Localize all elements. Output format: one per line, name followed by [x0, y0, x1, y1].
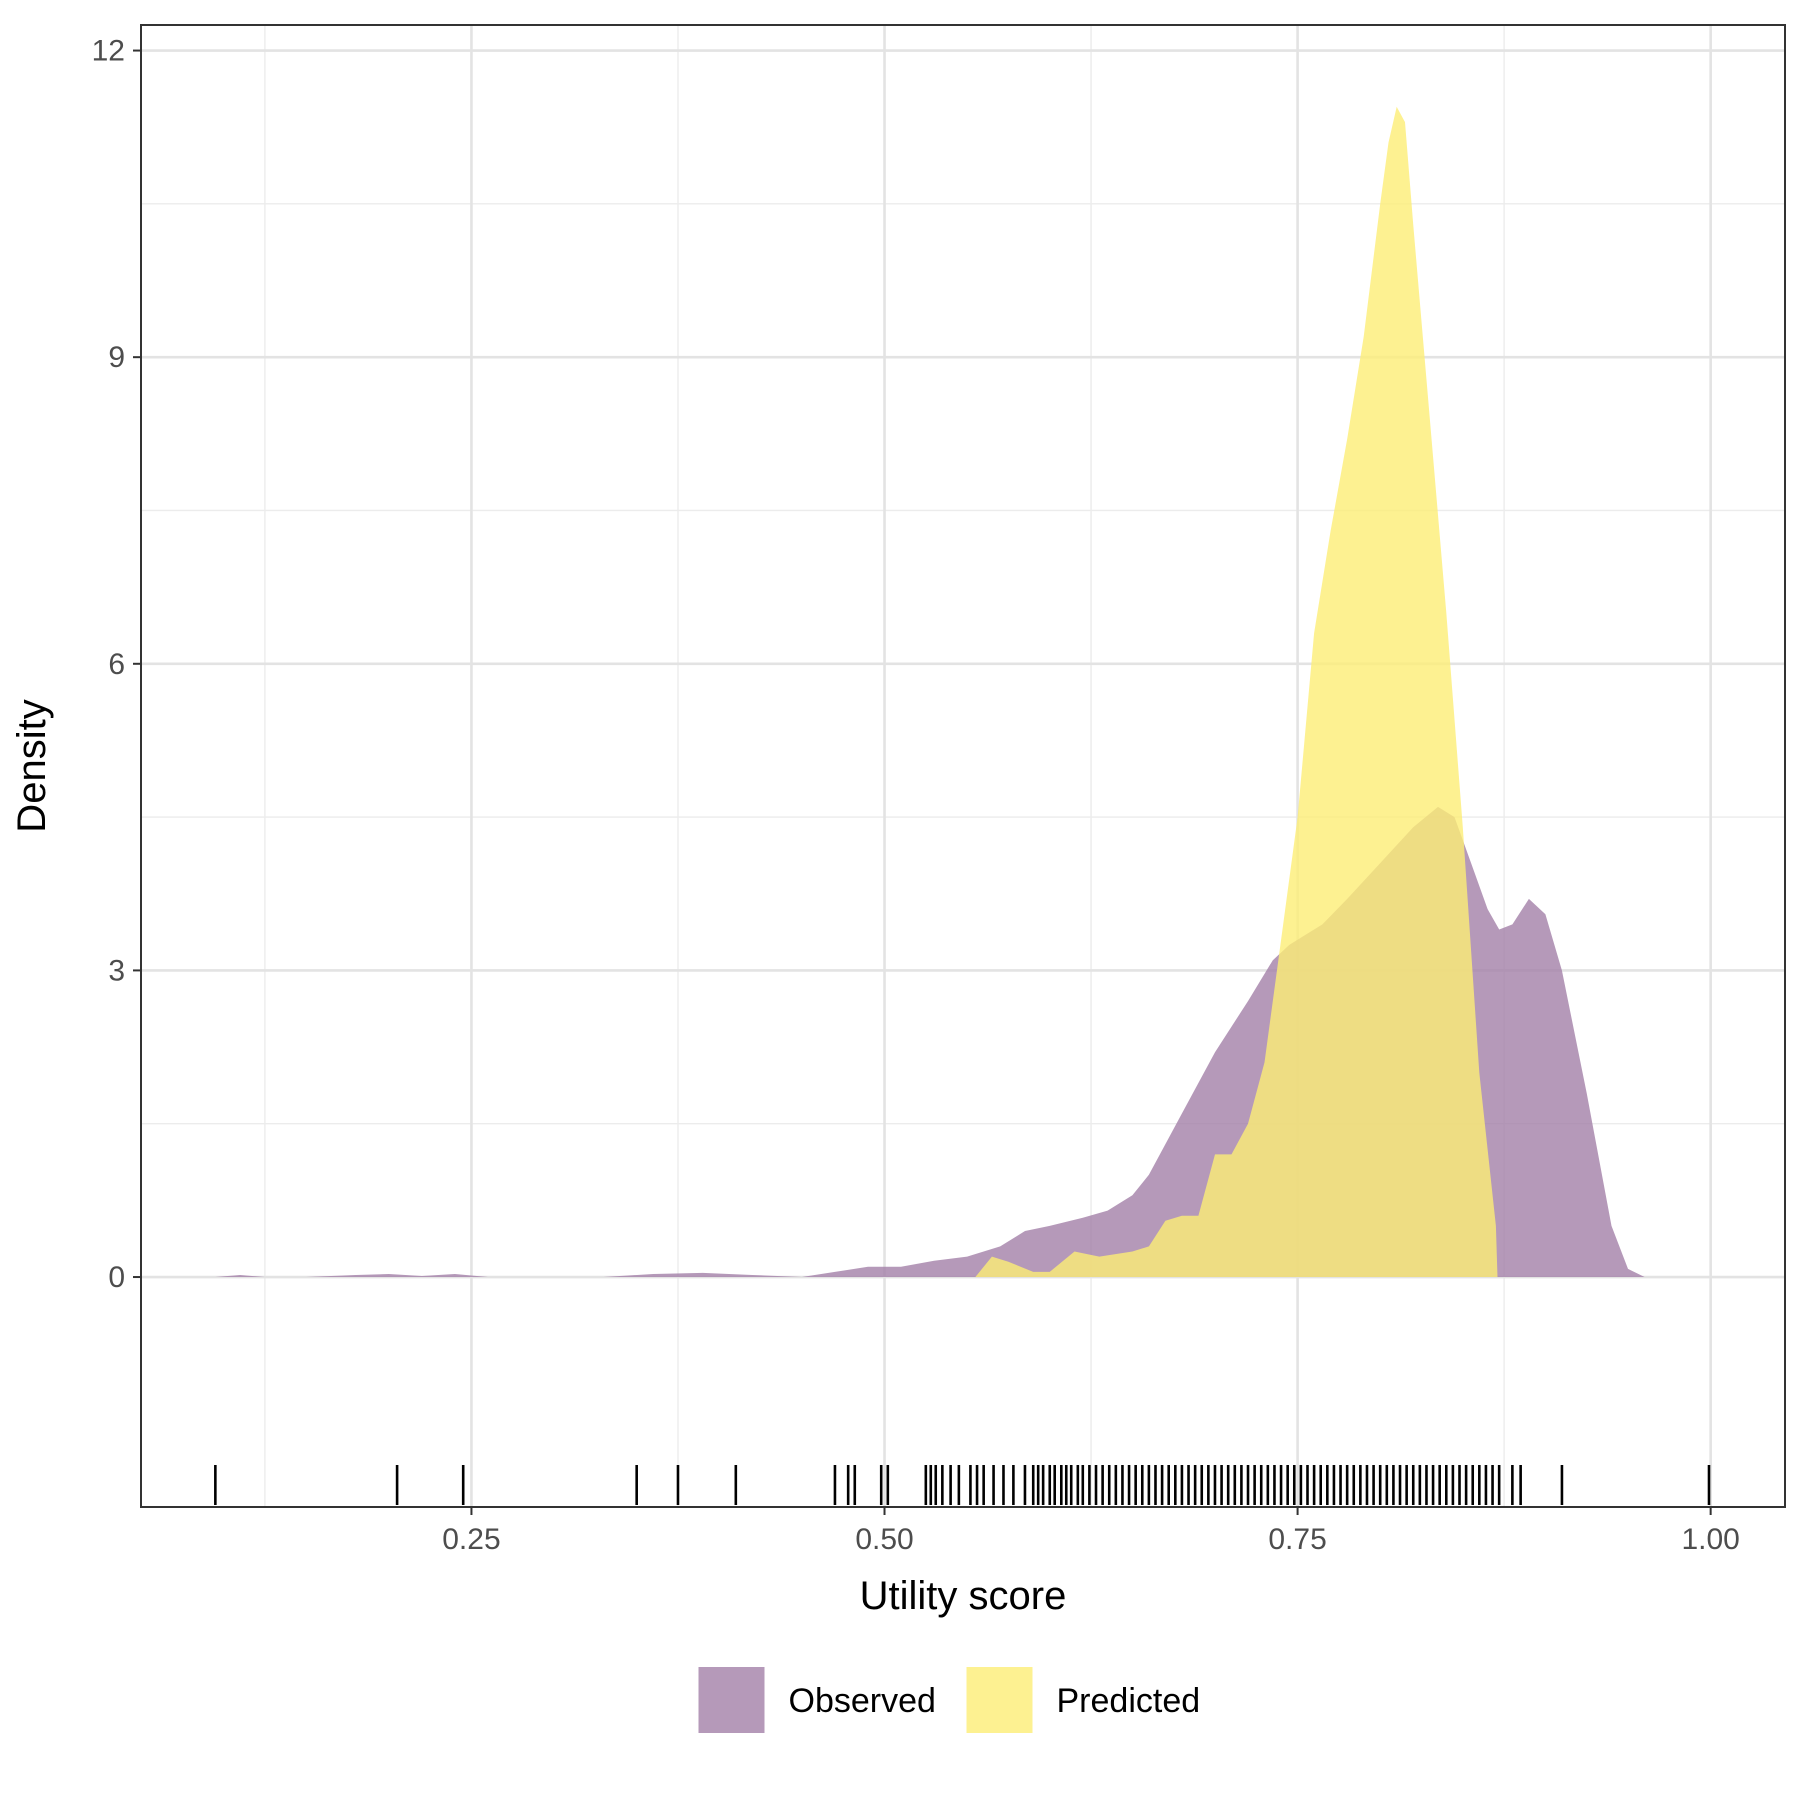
legend-key-observed: [698, 1667, 765, 1733]
y-tick-label-4: 12: [92, 35, 125, 68]
density-area-predicted: [975, 106, 1498, 1277]
legend-label-observed: Observed: [789, 1682, 936, 1720]
series-layer: [215, 106, 1645, 1277]
y-tick-label-3: 9: [108, 341, 125, 374]
y-tick-label-2: 6: [108, 648, 125, 681]
x-tick-label-1: 0.50: [855, 1523, 913, 1556]
rug-layer: [214, 1465, 1711, 1505]
x-axis-title: Utility score: [860, 1574, 1067, 1618]
legend-key-predicted: [966, 1667, 1033, 1733]
y-axis-title: Density: [10, 699, 54, 832]
y-tick-label-0: 0: [108, 1261, 125, 1294]
y-tick-label-1: 3: [108, 954, 125, 987]
x-tick-label-3: 1.00: [1681, 1523, 1739, 1556]
grid-layer: [141, 25, 1785, 1507]
axis-layer: 0.25 0.50 0.75 1.00 0 3 6 9 12: [92, 35, 1740, 1556]
legend: Observed Predicted: [698, 1667, 1201, 1733]
panel-border: [140, 24, 1786, 1508]
legend-label-predicted: Predicted: [1057, 1682, 1201, 1720]
x-tick-label-2: 0.75: [1268, 1523, 1326, 1556]
x-tick-label-0: 0.25: [442, 1523, 500, 1556]
